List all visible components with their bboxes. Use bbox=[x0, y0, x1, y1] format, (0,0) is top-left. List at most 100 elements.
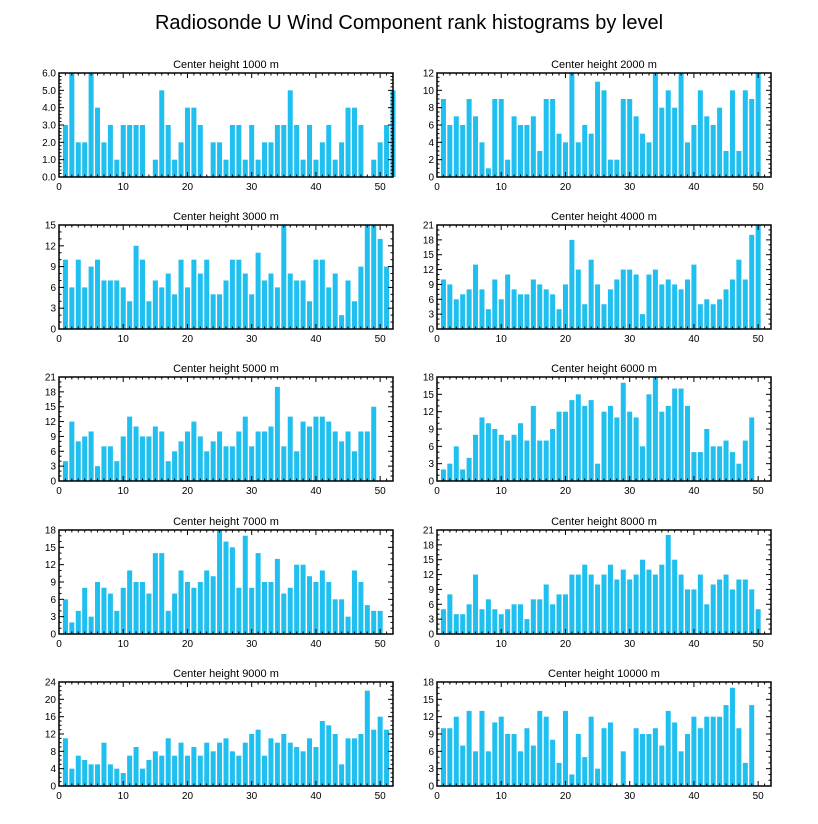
y-tick-label: 12 bbox=[45, 730, 57, 741]
x-tick-label: 10 bbox=[118, 791, 130, 802]
bar bbox=[332, 431, 338, 481]
chart-panel: Center height 8000 m 0 10 20 30 40 50 0 3 6 9 12 15 1… bbox=[423, 516, 772, 650]
bar bbox=[492, 609, 498, 634]
bar bbox=[717, 299, 723, 329]
bar bbox=[287, 90, 293, 177]
bar bbox=[69, 622, 75, 634]
x-tick-label: 0 bbox=[434, 639, 440, 650]
x-tick-label: 30 bbox=[624, 791, 636, 802]
y-tick-label: 2.0 bbox=[42, 138, 56, 149]
bar bbox=[485, 168, 491, 177]
panel-title: Center height 10000 m bbox=[548, 668, 660, 680]
x-tick-label: 50 bbox=[753, 182, 765, 193]
y-tick-label: 6 bbox=[428, 600, 434, 611]
bar bbox=[466, 710, 472, 786]
bar bbox=[678, 388, 684, 481]
bar bbox=[659, 745, 665, 786]
bar bbox=[556, 762, 562, 786]
y-tick-label: 12 bbox=[423, 570, 435, 581]
y-tick-label: 10 bbox=[423, 86, 435, 97]
x-tick-label: 0 bbox=[56, 486, 62, 497]
bar bbox=[749, 705, 755, 786]
x-tick-label: 20 bbox=[560, 791, 572, 802]
bar bbox=[479, 289, 485, 329]
bar bbox=[95, 764, 101, 786]
y-tick-label: 0 bbox=[50, 325, 56, 336]
y-tick-label: 21 bbox=[423, 526, 435, 537]
bar bbox=[107, 593, 113, 634]
x-tick-label: 30 bbox=[624, 182, 636, 193]
bar bbox=[537, 599, 543, 634]
bar bbox=[332, 734, 338, 786]
bar bbox=[229, 751, 235, 786]
bar bbox=[697, 452, 703, 481]
bar bbox=[492, 429, 498, 481]
bar bbox=[326, 125, 332, 177]
bar bbox=[281, 734, 287, 786]
bar bbox=[127, 301, 133, 329]
bar bbox=[633, 728, 639, 786]
y-tick-label: 3 bbox=[428, 764, 434, 775]
bar bbox=[140, 768, 146, 786]
bar bbox=[479, 609, 485, 634]
y-tick-label: 12 bbox=[423, 265, 435, 276]
bar bbox=[685, 279, 691, 329]
bar bbox=[75, 755, 81, 786]
bar bbox=[704, 299, 710, 329]
bar bbox=[755, 73, 761, 177]
chart-panel: Center height 6000 m 0 10 20 30 40 50 0 3 6 9 12 15 1… bbox=[423, 363, 772, 497]
bar bbox=[582, 564, 588, 634]
x-tick-label: 30 bbox=[246, 182, 258, 193]
y-tick-label: 18 bbox=[423, 235, 435, 246]
y-tick-label: 2 bbox=[428, 155, 434, 166]
bar bbox=[313, 747, 319, 786]
bar bbox=[582, 757, 588, 786]
bar bbox=[607, 405, 613, 481]
bar bbox=[440, 728, 446, 786]
bar bbox=[82, 142, 88, 177]
bar bbox=[665, 279, 671, 329]
bar bbox=[364, 605, 370, 634]
bar bbox=[672, 388, 678, 481]
bar bbox=[723, 574, 729, 634]
bar bbox=[729, 452, 735, 481]
y-tick-label: 6 bbox=[50, 595, 56, 606]
bar bbox=[274, 287, 280, 329]
bar bbox=[69, 73, 75, 177]
bar bbox=[697, 304, 703, 329]
bar bbox=[191, 107, 197, 177]
bar bbox=[107, 280, 113, 329]
bar bbox=[569, 774, 575, 786]
bar bbox=[691, 125, 697, 177]
bar bbox=[152, 426, 158, 481]
bar bbox=[268, 426, 274, 481]
bar bbox=[294, 451, 300, 481]
bar bbox=[550, 429, 556, 481]
bar bbox=[319, 259, 325, 329]
bar bbox=[691, 452, 697, 481]
bar bbox=[620, 269, 626, 329]
bar bbox=[210, 294, 216, 329]
bar bbox=[281, 225, 287, 329]
bar bbox=[440, 609, 446, 634]
bar bbox=[294, 747, 300, 786]
bar bbox=[242, 416, 248, 481]
bar bbox=[672, 722, 678, 786]
y-tick-label: 6 bbox=[428, 442, 434, 453]
bar bbox=[249, 734, 255, 786]
bar bbox=[159, 755, 165, 786]
x-tick-label: 0 bbox=[56, 639, 62, 650]
bar bbox=[659, 564, 665, 634]
bar bbox=[550, 739, 556, 786]
y-tick-label: 9 bbox=[50, 432, 56, 443]
bar bbox=[229, 125, 235, 177]
bar bbox=[184, 431, 190, 481]
bar bbox=[313, 416, 319, 481]
bar bbox=[543, 584, 549, 634]
bar bbox=[229, 547, 235, 634]
bar bbox=[485, 599, 491, 634]
bar bbox=[627, 99, 633, 177]
bar bbox=[172, 294, 178, 329]
panel-title: Center height 9000 m bbox=[173, 668, 279, 680]
bar bbox=[466, 289, 472, 329]
